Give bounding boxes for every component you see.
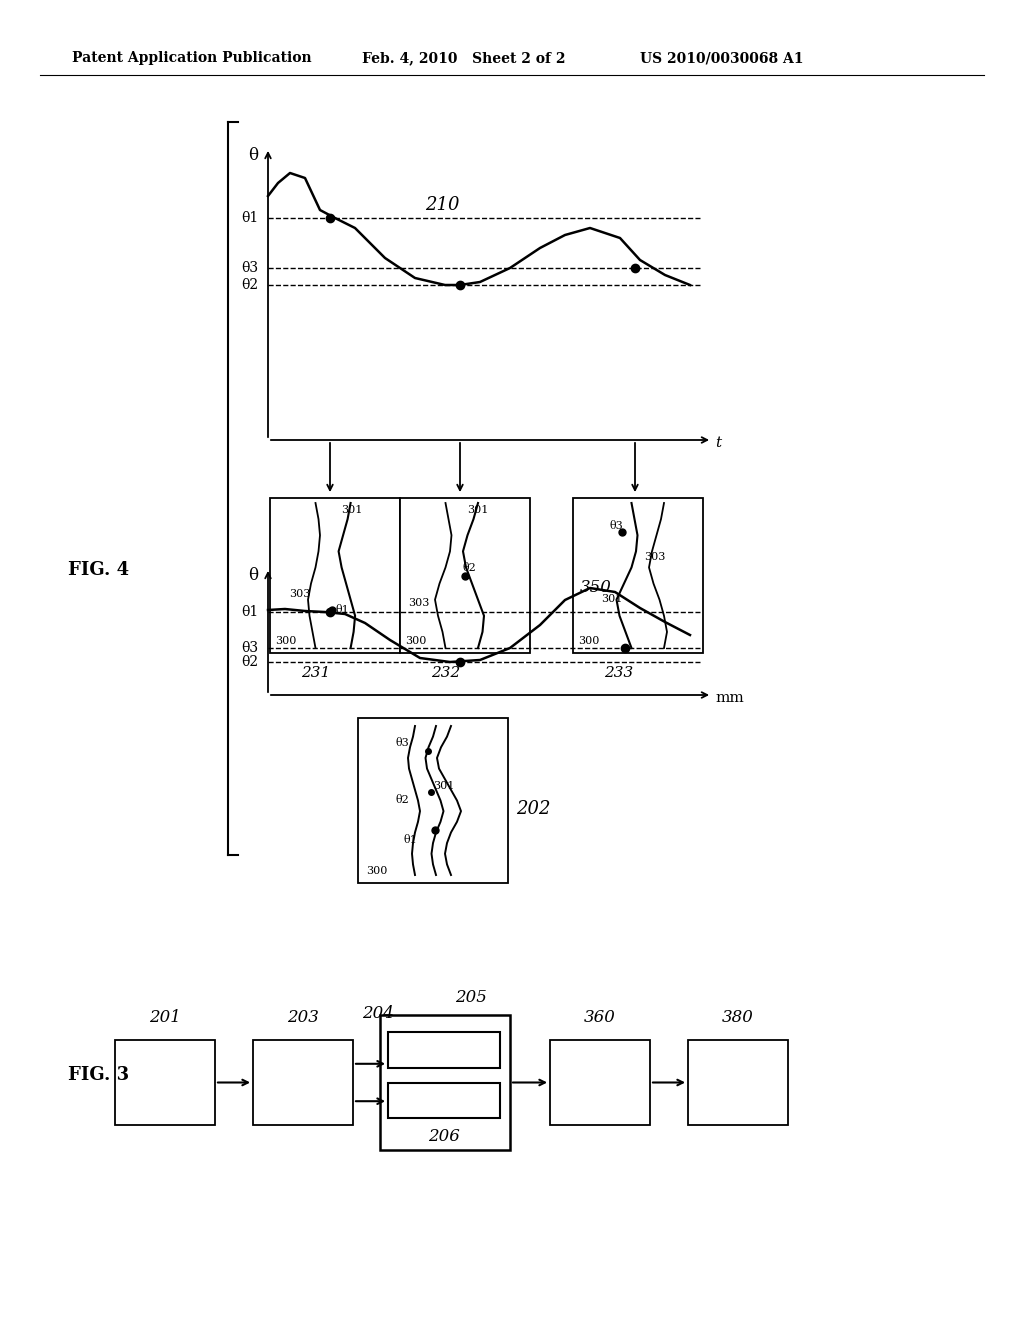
Text: 300: 300 bbox=[578, 636, 599, 645]
Bar bbox=[253, 1040, 353, 1125]
Text: t: t bbox=[715, 436, 721, 450]
Text: 301: 301 bbox=[602, 594, 623, 603]
Text: 232: 232 bbox=[431, 667, 460, 680]
Bar bbox=[550, 1040, 650, 1125]
Text: θ2: θ2 bbox=[241, 279, 258, 292]
Text: 233: 233 bbox=[604, 667, 633, 680]
Text: mm: mm bbox=[715, 690, 743, 705]
Text: θ1: θ1 bbox=[403, 836, 417, 845]
Text: 301: 301 bbox=[433, 781, 455, 791]
Bar bbox=[270, 498, 400, 653]
Text: θ1: θ1 bbox=[335, 605, 349, 615]
Bar bbox=[573, 498, 703, 653]
Text: 202: 202 bbox=[516, 800, 551, 818]
Bar bbox=[358, 718, 508, 883]
Text: 301: 301 bbox=[468, 506, 489, 515]
Bar bbox=[380, 1015, 510, 1150]
Text: 300: 300 bbox=[366, 866, 387, 876]
Text: 300: 300 bbox=[406, 636, 426, 645]
Text: 203: 203 bbox=[287, 1010, 318, 1027]
Text: 360: 360 bbox=[584, 1010, 616, 1027]
Bar bbox=[388, 1032, 500, 1068]
Text: FIG. 4: FIG. 4 bbox=[68, 561, 129, 579]
Bar bbox=[400, 498, 530, 653]
Text: θ1: θ1 bbox=[241, 211, 258, 224]
Text: 300: 300 bbox=[275, 636, 296, 645]
Text: θ2: θ2 bbox=[241, 655, 258, 669]
Text: 231: 231 bbox=[301, 667, 330, 680]
Text: 350: 350 bbox=[580, 579, 612, 597]
Bar bbox=[388, 1082, 500, 1118]
Text: θ2: θ2 bbox=[395, 795, 410, 805]
Text: θ3: θ3 bbox=[395, 738, 410, 748]
Text: 303: 303 bbox=[290, 589, 311, 599]
Text: 201: 201 bbox=[150, 1010, 181, 1027]
Text: Patent Application Publication: Patent Application Publication bbox=[72, 51, 311, 65]
Text: 210: 210 bbox=[425, 195, 460, 214]
Text: US 2010/0030068 A1: US 2010/0030068 A1 bbox=[640, 51, 804, 65]
Text: θ2: θ2 bbox=[463, 562, 476, 573]
Text: θ3: θ3 bbox=[241, 261, 258, 275]
Text: 204: 204 bbox=[362, 1006, 394, 1023]
Bar bbox=[115, 1040, 215, 1125]
Text: 303: 303 bbox=[644, 552, 666, 562]
Text: FIG. 3: FIG. 3 bbox=[68, 1067, 129, 1084]
Text: θ: θ bbox=[248, 147, 258, 164]
Text: 301: 301 bbox=[341, 506, 362, 515]
Text: 205: 205 bbox=[455, 989, 487, 1006]
Text: θ3: θ3 bbox=[609, 521, 624, 531]
Text: Feb. 4, 2010   Sheet 2 of 2: Feb. 4, 2010 Sheet 2 of 2 bbox=[362, 51, 565, 65]
Text: 206: 206 bbox=[428, 1127, 460, 1144]
Text: θ: θ bbox=[248, 566, 258, 583]
Text: θ1: θ1 bbox=[241, 605, 258, 619]
Text: 380: 380 bbox=[722, 1010, 754, 1027]
Text: θ3: θ3 bbox=[241, 642, 258, 655]
Bar bbox=[688, 1040, 788, 1125]
Text: 303: 303 bbox=[408, 598, 429, 609]
